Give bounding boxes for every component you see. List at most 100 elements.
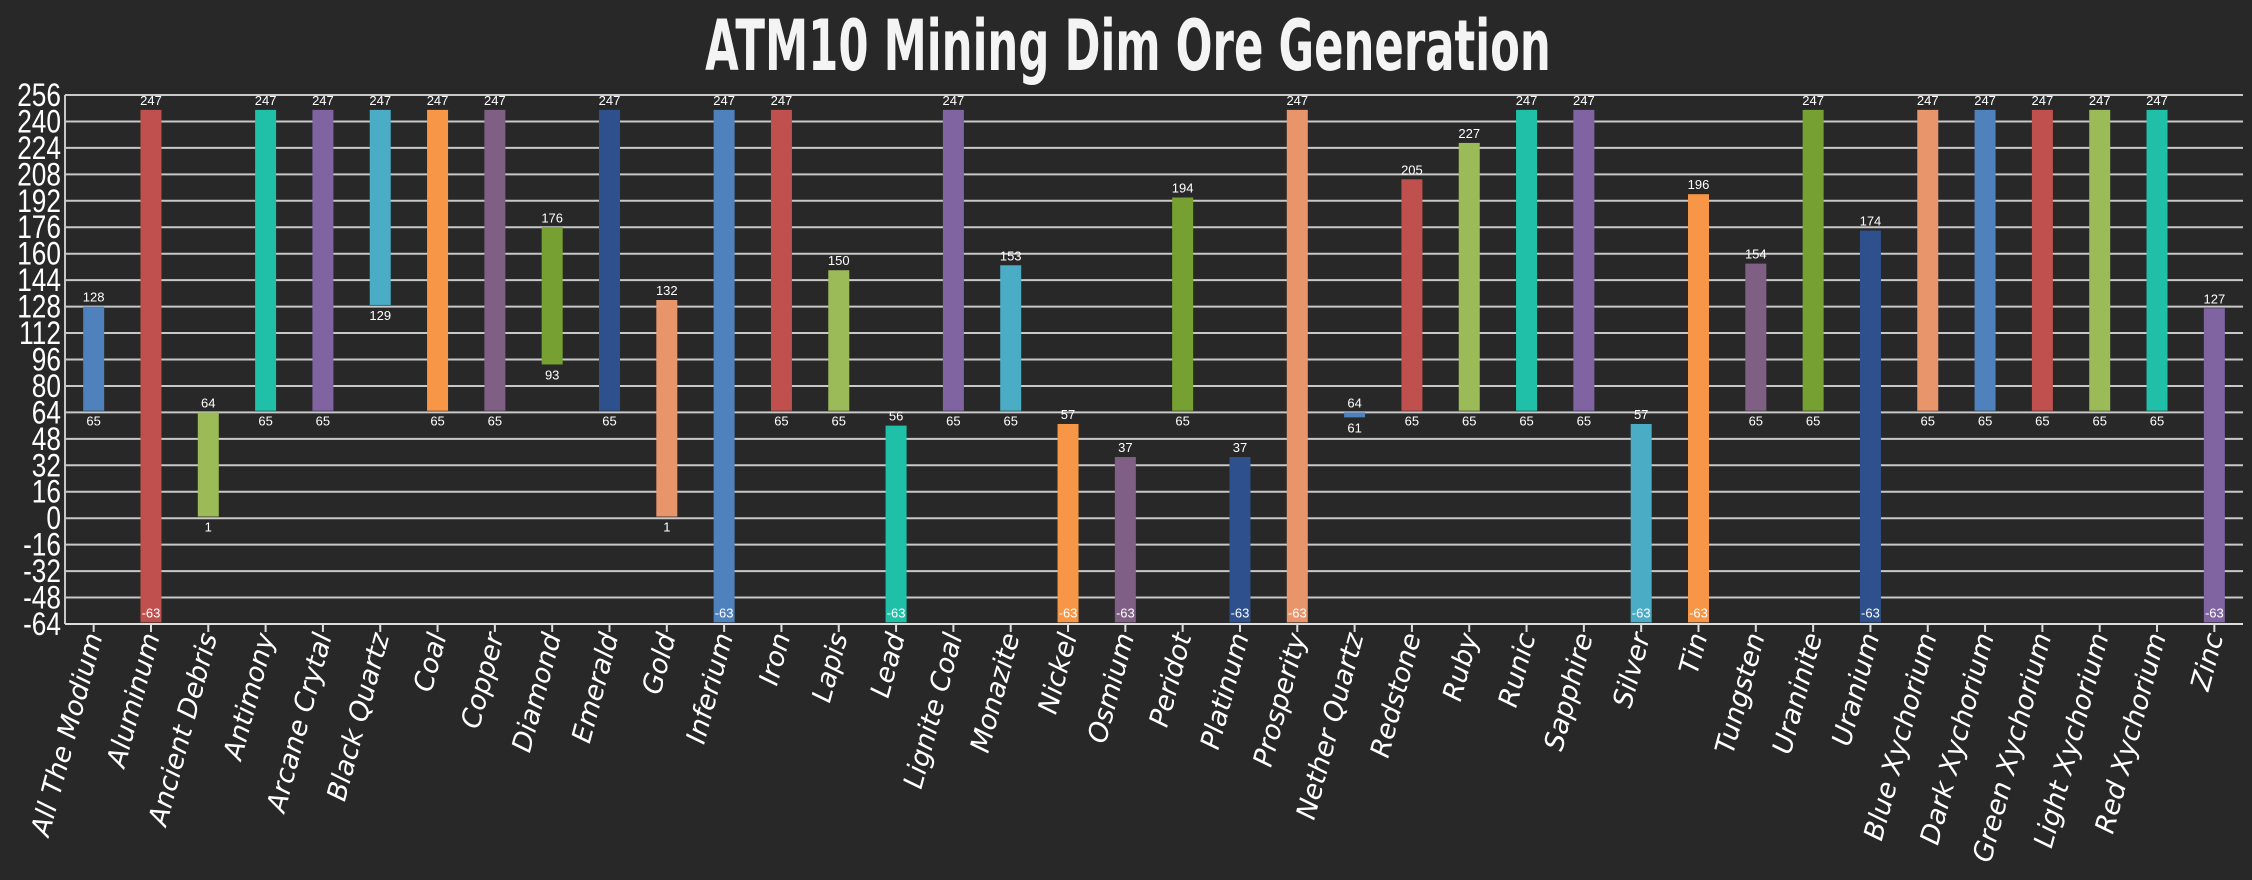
bar — [1630, 423, 1652, 623]
bar — [1974, 109, 1996, 411]
data-label-high: 57 — [1061, 407, 1075, 422]
data-label-high: 247 — [1917, 93, 1939, 108]
x-tick-label: All The Modium — [25, 630, 109, 842]
x-tick-label: Inferium — [681, 630, 740, 747]
y-tick-label: 256 — [17, 79, 61, 114]
data-label-high: 227 — [1458, 126, 1480, 141]
data-label-low: 65 — [2092, 414, 2106, 429]
data-label-high: 176 — [541, 210, 563, 225]
bar — [1057, 423, 1079, 623]
y-tick-label: -16 — [23, 528, 61, 563]
x-tick-label: Emerald — [566, 629, 625, 746]
data-label-high: 194 — [1172, 180, 1194, 195]
data-label-high: 247 — [943, 93, 965, 108]
x-tick-label: Osmium — [1082, 630, 1141, 747]
data-label-low: 65 — [86, 414, 100, 429]
data-label-low: 65 — [1806, 414, 1820, 429]
x-tick-label: Gold — [637, 629, 683, 698]
data-label-low: -63 — [1116, 605, 1135, 620]
x-tick-label: Lapis — [806, 630, 854, 706]
x-tick-label: Diamond — [506, 629, 568, 756]
y-tick-label: 0 — [46, 502, 61, 537]
bar — [1286, 109, 1308, 623]
data-label-low: 65 — [1175, 414, 1189, 429]
data-label-high: 247 — [140, 93, 162, 108]
x-tick-label: Platinum — [1195, 630, 1256, 753]
data-label-high: 247 — [427, 93, 449, 108]
data-label-low: 65 — [602, 414, 616, 429]
bar — [1802, 109, 1824, 411]
y-tick-label: 48 — [32, 423, 61, 458]
data-label-low: 65 — [1749, 414, 1763, 429]
bar — [1573, 109, 1595, 411]
x-tick-label: Sapphire — [1539, 630, 1600, 754]
data-label-high: 64 — [201, 395, 215, 410]
bar — [197, 412, 219, 517]
y-tick-label: 224 — [17, 132, 61, 167]
bar — [1458, 142, 1480, 411]
data-label-low: 65 — [1577, 414, 1591, 429]
y-tick-label: 208 — [17, 158, 61, 193]
bar — [656, 299, 678, 517]
bar — [2203, 308, 2225, 623]
bar — [1114, 457, 1136, 623]
bar — [484, 109, 506, 411]
bar — [541, 227, 563, 365]
data-label-high: 247 — [2089, 93, 2111, 108]
x-tick-label: Aluminum — [101, 630, 167, 773]
data-label-high: 154 — [1745, 247, 1767, 262]
y-tick-label: 160 — [17, 237, 61, 272]
bar — [599, 109, 620, 411]
x-tick-label: Uraninite — [1767, 630, 1829, 758]
data-label-high: 247 — [1802, 93, 1824, 108]
data-label-high: 127 — [2203, 291, 2225, 306]
data-label-high: 174 — [1860, 214, 1882, 229]
x-tick-label: Zinc — [2185, 630, 2230, 695]
data-label-high: 247 — [1974, 93, 1996, 108]
bar — [1344, 412, 1366, 418]
bar — [770, 109, 792, 411]
data-label-high: 247 — [1286, 93, 1308, 108]
x-tick-label: Tungsten — [1710, 630, 1772, 757]
x-tick-label: Lead — [865, 629, 912, 701]
bar — [1917, 109, 1939, 411]
data-label-low: -63 — [1059, 605, 1078, 620]
x-tick-label: Uranium — [1826, 630, 1886, 750]
bars — [83, 109, 2225, 623]
x-tick-label: Iron — [754, 630, 798, 689]
y-axis: 2562402242081921761601441281129680644832… — [17, 79, 66, 643]
y-tick-label: 32 — [32, 449, 61, 484]
bar — [1745, 263, 1767, 411]
data-label-low: -63 — [1689, 605, 1708, 620]
bar — [83, 306, 105, 411]
data-label-low: 65 — [1003, 414, 1017, 429]
data-label-low: 65 — [1405, 414, 1419, 429]
bar — [1516, 109, 1538, 411]
x-tick-label: Tin — [1674, 630, 1715, 678]
data-label-low: -63 — [1231, 605, 1250, 620]
x-tick-label: Nickel — [1033, 629, 1084, 717]
y-tick-label: 192 — [17, 184, 61, 219]
data-label-high: 132 — [656, 283, 678, 298]
y-tick-label: -32 — [23, 555, 61, 590]
y-tick-label: -64 — [23, 608, 61, 643]
bar — [1859, 230, 1881, 623]
y-tick-label: 64 — [32, 396, 61, 431]
bar — [255, 109, 277, 411]
y-tick-label: 80 — [32, 370, 61, 405]
data-label-low: 65 — [430, 414, 444, 429]
data-label-low: -63 — [142, 605, 161, 620]
data-label-high: 247 — [771, 93, 793, 108]
data-label-low: 65 — [832, 414, 846, 429]
data-label-low: 65 — [2150, 414, 2164, 429]
y-tick-label: 96 — [32, 343, 61, 378]
x-tick-label: Runic — [1493, 630, 1542, 711]
data-label-high: 247 — [2146, 93, 2168, 108]
y-tick-label: 16 — [32, 475, 61, 510]
bar — [828, 270, 850, 411]
data-label-high: 247 — [713, 93, 735, 108]
gridlines — [65, 94, 2243, 625]
x-tick-label: Ruby — [1437, 629, 1485, 705]
data-label-low: 129 — [369, 308, 391, 323]
